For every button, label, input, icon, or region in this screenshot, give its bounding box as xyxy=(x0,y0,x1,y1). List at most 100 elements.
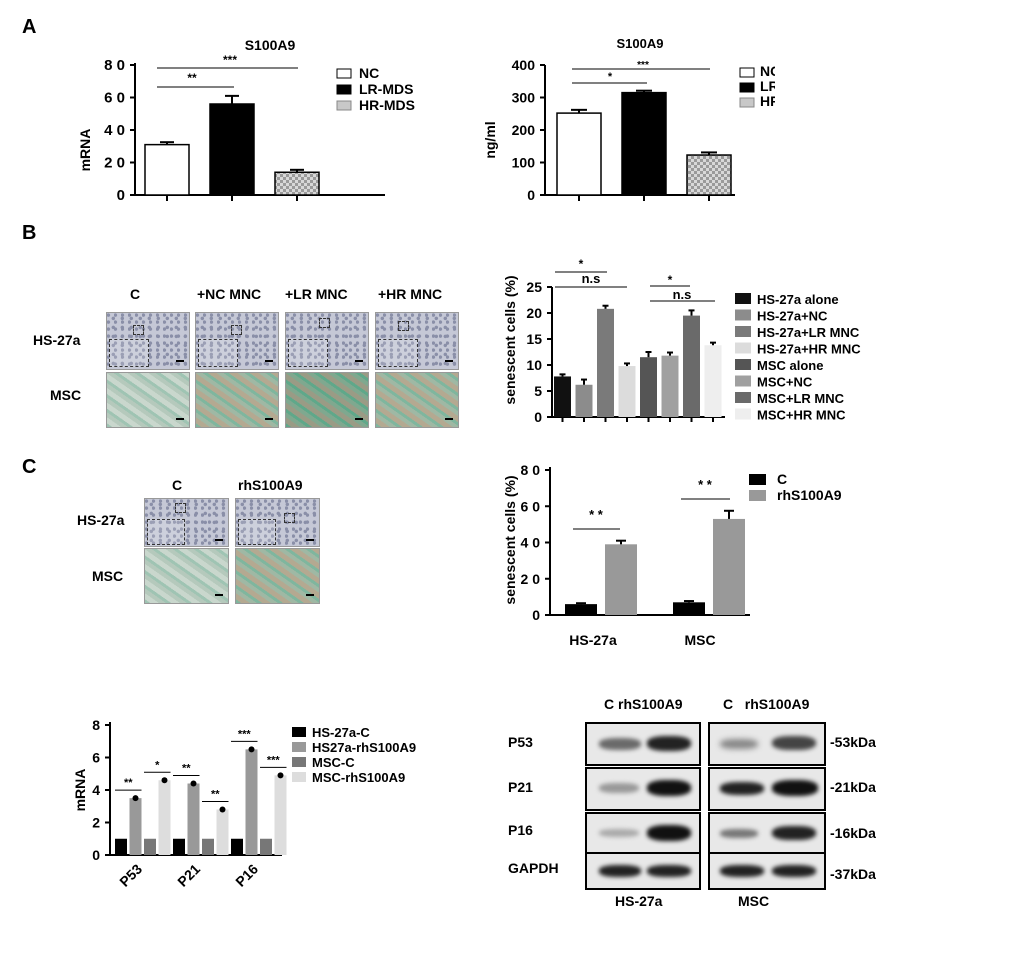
wb-header-msc: C rhS100A9 xyxy=(723,696,810,712)
wb-label-gapdh: GAPDH xyxy=(508,860,559,876)
chart-d-bar-1-0 xyxy=(173,838,185,855)
chart-c-senescence: senescent cells (%) 8 0 6 0 4 0 2 0 0 * * * … xyxy=(502,462,842,648)
chart-c-sig-2: * * xyxy=(698,477,713,492)
chart-d-ylabel: mRNA xyxy=(72,769,88,812)
wb-blot-msc-p16 xyxy=(708,812,826,856)
wb-kda-gapdh: -37kDa xyxy=(830,866,876,882)
chart-d-ytick-label-0: 8 xyxy=(92,717,100,733)
chart-d-legend-swatch-2 xyxy=(292,757,306,767)
chart-d-ytick-label-2: 4 xyxy=(92,782,100,798)
chart-b-legend-swatch-4 xyxy=(735,359,751,370)
chart-a2-ytick-label-2: 200 xyxy=(512,122,536,138)
micrograph-b-msc-hr xyxy=(375,372,459,428)
chart-d-bar-0-3 xyxy=(158,780,171,855)
micrograph-b-hs27a-c xyxy=(106,312,190,370)
chart-d-point-1-1 xyxy=(190,780,197,787)
chart-d-legend-3: MSC-rhS100A9 xyxy=(312,770,405,785)
chart-a1-legend-lr: LR-MDS xyxy=(359,81,413,97)
chart-d-ytick-label-1: 6 xyxy=(92,750,100,766)
wb-footer-msc: MSC xyxy=(738,893,770,909)
chart-b-bar-7 xyxy=(704,345,722,417)
panel-label-a: A xyxy=(22,16,37,38)
micrograph-b-msc-c xyxy=(106,372,190,428)
chart-d-bar-0-0 xyxy=(115,838,127,855)
micrograph-c-msc-rh xyxy=(235,548,320,604)
wb-label-p16: P16 xyxy=(508,822,533,838)
wb-blot-hs27a-gapdh xyxy=(585,852,701,890)
chart-a2-ytick-label-1: 300 xyxy=(512,90,536,106)
wb-kda-p53: -53kDa xyxy=(830,734,876,750)
chart-c-bar-1-1 xyxy=(713,518,745,615)
chart-d-legend-0: HS-27a-C xyxy=(312,725,370,740)
micrograph-b-msc-lr xyxy=(285,372,369,428)
chart-c-legend-c: C xyxy=(777,471,787,487)
img-c-col-c: C xyxy=(172,477,183,493)
chart-c-sig-1: * * xyxy=(589,507,604,522)
chart-b-legend-swatch-6 xyxy=(735,392,751,403)
chart-d-legend-2: MSC-C xyxy=(312,755,355,770)
chart-a1-ytick-label-3: 2 0 xyxy=(104,155,125,172)
chart-b-bar-3 xyxy=(618,366,636,417)
chart-a1-title: S100A9 xyxy=(245,37,296,53)
chart-d-sig-1-0: ** xyxy=(182,763,191,775)
chart-b-bar-4 xyxy=(640,357,657,417)
chart-b-legend-1: HS-27a+NC xyxy=(757,309,828,324)
chart-d-point-2-3 xyxy=(277,772,284,779)
chart-a1-bar-1 xyxy=(209,103,255,196)
chart-b-ytick-label-3: 10 xyxy=(526,357,542,373)
chart-b-legend-swatch-7 xyxy=(735,408,751,420)
chart-a2-ytick-label-3: 100 xyxy=(512,155,536,171)
wb-blot-hs27a-p21 xyxy=(585,767,701,811)
chart-b-ytick-label-5: 0 xyxy=(534,409,542,425)
chart-a1-sig-1: ** xyxy=(187,71,197,85)
chart-a1-ytick-label-0: 8 0 xyxy=(104,57,125,74)
chart-a-mrna: S100A9 mRNA 8 0 6 0 4 0 2 0 0 ** *** NC LR-M… xyxy=(77,37,415,204)
chart-b-ytick-label-4: 5 xyxy=(534,383,542,399)
chart-d-bar-0-2 xyxy=(144,838,156,855)
chart-b-bar-5 xyxy=(661,355,679,417)
chart-a1-ytick-label-4: 0 xyxy=(117,187,125,204)
chart-a2-legend-hr: HR-MDS xyxy=(760,93,775,109)
chart-a1-sig-2: *** xyxy=(223,53,237,67)
chart-d-bar-2-3 xyxy=(274,775,287,855)
chart-d-bar-0-1 xyxy=(129,798,142,855)
img-b-row-hs27a: HS-27a xyxy=(33,332,81,348)
wb-blot-hs27a-p16 xyxy=(585,812,701,856)
micrograph-c-hs27a-c xyxy=(144,498,229,547)
chart-c-ytick-label-0: 8 0 xyxy=(521,462,541,478)
chart-a2-ytick-label-0: 400 xyxy=(512,57,536,73)
chart-c-bar-0-0 xyxy=(565,604,597,615)
img-b-col-lr: +LR MNC xyxy=(285,286,348,302)
chart-d-xlabel-1: P21 xyxy=(174,861,203,890)
chart-d-legend-swatch-1 xyxy=(292,742,306,752)
chart-b-legend-swatch-0 xyxy=(735,293,751,304)
chart-a2-legend-nc: NC xyxy=(760,63,775,79)
chart-b-ytick-label-2: 15 xyxy=(526,331,542,347)
wb-label-p53: P53 xyxy=(508,734,533,750)
img-b-col-nc: +NC MNC xyxy=(197,286,262,302)
chart-d-ytick-label-3: 2 xyxy=(92,815,100,831)
chart-c-ylabel: senescent cells (%) xyxy=(502,475,518,604)
chart-a2-title: S100A9 xyxy=(617,36,664,51)
chart-a1-legend-hr: HR-MDS xyxy=(359,97,415,113)
chart-b-legend-3: HS-27a+HR MNC xyxy=(757,342,861,357)
chart-b-ytick-label-1: 20 xyxy=(526,305,542,321)
chart-b-legend-4: MSC alone xyxy=(757,358,823,373)
chart-b-bar-0 xyxy=(554,376,571,417)
chart-b-legend-0: HS-27a alone xyxy=(757,292,839,307)
panel-label-b: B xyxy=(22,222,37,244)
chart-b-legend-7: MSC+HR MNC xyxy=(757,408,846,423)
chart-d-bar-2-2 xyxy=(260,838,272,855)
chart-b-sig-2: n.s xyxy=(582,271,601,286)
chart-b-legend-swatch-3 xyxy=(735,342,751,354)
chart-d-xlabel-0: P53 xyxy=(116,861,145,890)
wb-blot-msc-gapdh xyxy=(708,852,826,890)
chart-d-ytick-label-4: 0 xyxy=(92,847,100,863)
img-c-row-msc: MSC xyxy=(92,568,124,584)
chart-c-bar-0-1 xyxy=(605,544,637,615)
chart-d-legend-swatch-0 xyxy=(292,727,306,737)
chart-a2-bar-2 xyxy=(686,154,732,196)
wb-header-hs27a: C rhS100A9 xyxy=(604,696,683,712)
chart-a1-legend-nc: NC xyxy=(359,65,379,81)
